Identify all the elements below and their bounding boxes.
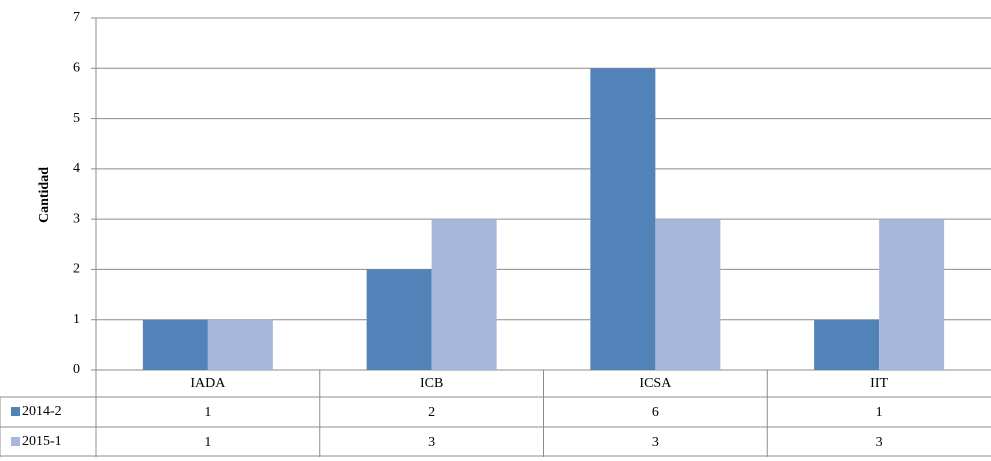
y-tick-label: 1 — [73, 312, 80, 327]
y-tick-label: 2 — [73, 262, 80, 277]
table-cell: 6 — [652, 405, 659, 420]
x-tick-label: ICSA — [639, 376, 672, 391]
table-cell: 3 — [428, 435, 435, 450]
bar — [879, 219, 945, 370]
table-cell: 3 — [876, 435, 883, 450]
legend-key — [11, 437, 20, 446]
x-tick-label: IADA — [190, 376, 226, 391]
table-cell: 3 — [652, 435, 659, 450]
bar — [590, 68, 656, 371]
table-cell: 1 — [204, 435, 211, 450]
y-tick-label: 4 — [73, 161, 80, 176]
table-cell: 1 — [876, 405, 883, 420]
bar — [814, 319, 880, 370]
legend-label: 2014-2 — [22, 404, 62, 419]
bar — [366, 269, 432, 370]
bar — [655, 219, 721, 370]
bar — [207, 319, 273, 370]
legend-label: 2015-1 — [22, 434, 62, 449]
y-tick-label: 5 — [73, 111, 80, 126]
y-tick-label: 3 — [73, 211, 80, 226]
y-axis-label: Cantidad — [37, 167, 52, 223]
x-tick-label: IIT — [870, 376, 888, 391]
y-tick-label: 6 — [73, 61, 80, 76]
legend-key — [11, 407, 20, 416]
table-cell: 1 — [204, 405, 211, 420]
table-cell: 2 — [428, 405, 435, 420]
bar — [431, 219, 497, 370]
y-tick-label: 7 — [73, 10, 80, 25]
y-tick-label: 0 — [73, 362, 80, 377]
bar — [142, 319, 208, 370]
x-tick-label: ICB — [420, 376, 443, 391]
